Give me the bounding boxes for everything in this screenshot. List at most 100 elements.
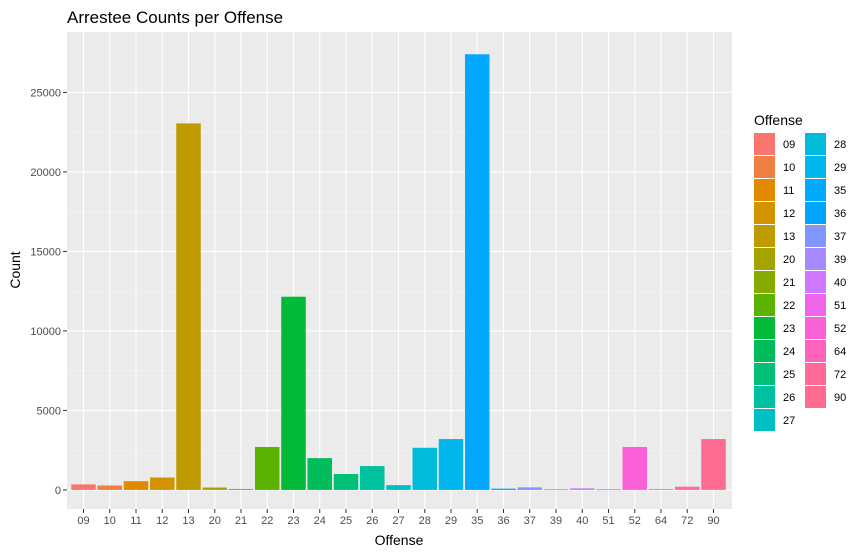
y-tick-label: 15000	[30, 246, 61, 258]
x-tick-label: 72	[681, 515, 693, 527]
bar-72	[675, 486, 700, 490]
legend-title: Offense	[754, 112, 803, 128]
legend-label: 36	[834, 208, 846, 220]
legend-label: 24	[783, 346, 795, 358]
legend-key-09	[754, 133, 775, 155]
x-tick-label: 24	[314, 515, 326, 527]
x-tick-label: 25	[340, 515, 352, 527]
x-tick-label: 26	[366, 515, 378, 527]
bar-26	[360, 466, 385, 490]
bar-35	[465, 54, 490, 490]
bar-37	[517, 487, 542, 490]
legend-key-52	[805, 317, 826, 339]
bar-39	[543, 489, 569, 491]
legend-key-26	[754, 386, 775, 408]
x-tick-label: 37	[524, 515, 536, 527]
legend-label: 09	[783, 139, 795, 151]
x-tick-label: 13	[182, 515, 194, 527]
legend-label: 37	[834, 231, 846, 243]
legend-label: 64	[834, 346, 846, 358]
x-tick-label: 29	[445, 515, 457, 527]
x-tick-label: 40	[576, 515, 588, 527]
legend-key-21	[754, 271, 775, 293]
legend-label: 72	[834, 369, 846, 381]
legend-label: 28	[834, 139, 846, 151]
y-tick-label: 25000	[30, 87, 61, 99]
legend-label: 35	[834, 185, 846, 197]
x-tick-label: 22	[261, 515, 273, 527]
legend-key-64	[805, 340, 826, 362]
legend-label: 51	[834, 300, 846, 312]
bar-51	[596, 489, 621, 491]
legend-key-25	[754, 363, 775, 385]
legend-label: 29	[834, 162, 846, 174]
legend-key-40	[805, 271, 826, 293]
legend-key-90	[805, 386, 826, 408]
x-tick-label: 36	[497, 515, 509, 527]
legend-label: 21	[783, 277, 795, 289]
legend-key-35	[805, 179, 826, 201]
legend-key-28	[805, 133, 826, 155]
bar-21	[228, 488, 254, 490]
legend-key-51	[805, 294, 826, 316]
y-axis: 0 5000 10000 15000 20000 25000	[30, 87, 67, 497]
bar-64	[648, 489, 674, 490]
chart-title: Arrestee Counts per Offense	[67, 8, 283, 27]
legend-key-39	[805, 248, 826, 270]
legend-key-27	[754, 409, 775, 431]
bar-11	[123, 481, 149, 490]
x-tick-label: 35	[471, 515, 483, 527]
y-tick-label: 0	[55, 485, 61, 497]
legend-key-36	[805, 202, 826, 224]
x-tick-label: 27	[392, 515, 404, 527]
y-axis-title: Count	[7, 251, 23, 288]
bar-24	[307, 458, 332, 490]
x-tick-label: 21	[235, 515, 247, 527]
gridlines	[67, 32, 732, 509]
legend-label: 13	[783, 231, 795, 243]
legend-key-24	[754, 340, 775, 362]
legend-key-13	[754, 225, 775, 247]
legend-label: 12	[783, 208, 795, 220]
x-tick-label: 11	[130, 515, 141, 527]
legend-key-12	[754, 202, 775, 224]
legend-label: 20	[783, 254, 795, 266]
legend: Offense 09 10 11 12 13 20 21 22 23 24 25 26 27 28 29 35…	[754, 112, 846, 431]
bar-40	[570, 488, 595, 490]
x-tick-label: 23	[287, 515, 299, 527]
legend-key-72	[805, 363, 826, 385]
bar-90	[701, 439, 726, 490]
x-tick-label: 09	[77, 515, 89, 527]
x-tick-label: 39	[550, 515, 562, 527]
bar-09	[71, 484, 96, 490]
x-axis: 09 10 11 12 13 20 21 22 23 24 25 26 27 28 29 35 36 37 39 40…	[77, 509, 720, 527]
legend-label: 52	[834, 323, 846, 335]
bar-36	[491, 488, 516, 490]
y-tick-label: 5000	[37, 405, 61, 417]
legend-label: 26	[783, 392, 795, 404]
bar-10	[97, 485, 122, 490]
x-tick-label: 52	[629, 515, 641, 527]
bar-23	[281, 296, 306, 490]
legend-key-11	[754, 179, 775, 201]
bar-52	[622, 446, 647, 490]
bar-20	[202, 487, 227, 490]
legend-label: 90	[834, 392, 846, 404]
x-tick-label: 28	[419, 515, 431, 527]
legend-label: 22	[783, 300, 795, 312]
x-tick-label: 64	[655, 515, 667, 527]
x-tick-label: 20	[209, 515, 221, 527]
bar-29	[438, 439, 464, 490]
legend-label: 27	[783, 415, 795, 427]
bar-22	[255, 446, 280, 490]
x-tick-label: 12	[156, 515, 168, 527]
bar-27	[386, 485, 411, 490]
bar-12	[150, 477, 175, 490]
y-tick-label: 20000	[30, 167, 61, 179]
legend-label: 11	[783, 185, 794, 197]
legend-key-29	[805, 156, 826, 178]
y-tick-label: 10000	[30, 326, 61, 338]
legend-key-22	[754, 294, 775, 316]
x-tick-label: 51	[602, 515, 614, 527]
